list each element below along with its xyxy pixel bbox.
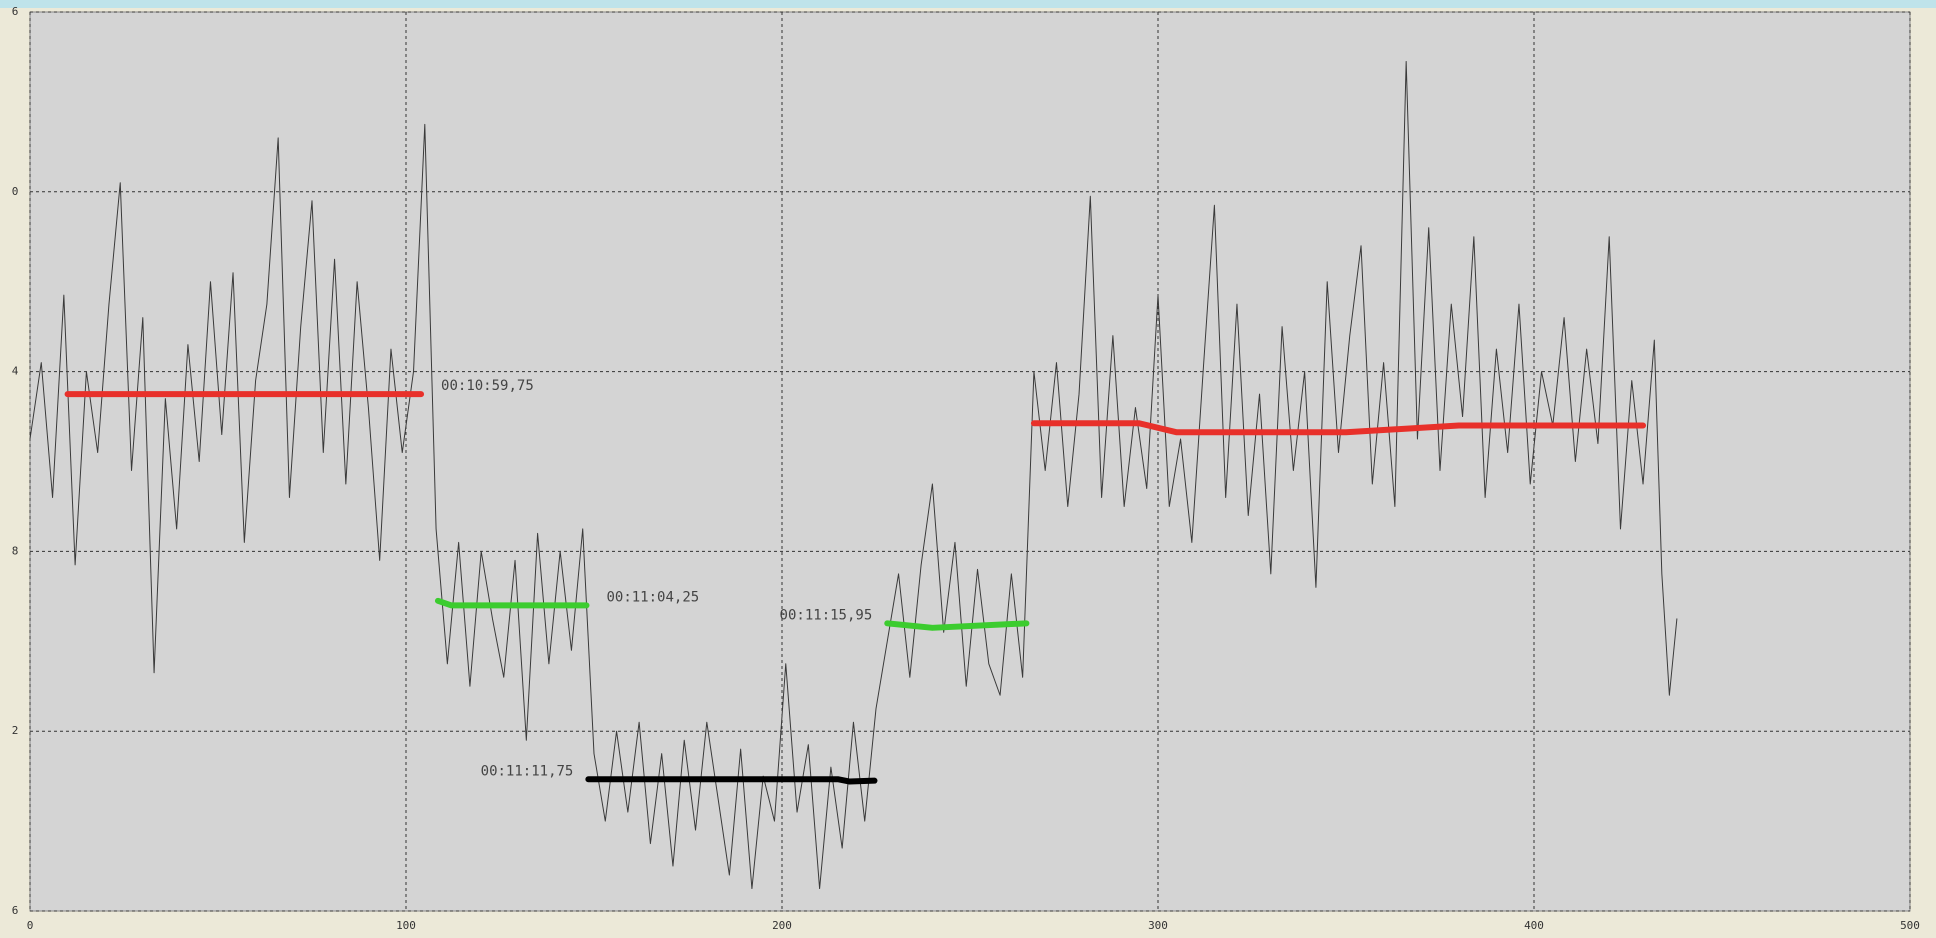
top-strip bbox=[0, 0, 1936, 8]
annotation: 00:10:59,75 bbox=[441, 378, 534, 394]
segment-line bbox=[585, 776, 878, 785]
signal-line bbox=[29, 60, 1678, 890]
annotation: 00:11:11,75 bbox=[481, 763, 574, 779]
segment-line bbox=[434, 597, 590, 609]
y-tick-label: 8 bbox=[12, 544, 19, 557]
y-tick-label: 6 bbox=[12, 904, 19, 917]
x-tick-label: 100 bbox=[396, 919, 416, 932]
x-tick-label: 500 bbox=[1900, 919, 1920, 932]
annotation: 00:11:15,95 bbox=[780, 607, 873, 623]
x-tick-label: 200 bbox=[772, 919, 792, 932]
y-tick-label: 2 bbox=[12, 724, 19, 737]
x-tick-label: 400 bbox=[1524, 919, 1544, 932]
annotation: 00:11:04,25 bbox=[606, 589, 699, 605]
x-tick-label: 300 bbox=[1148, 919, 1168, 932]
segment-line bbox=[884, 620, 1030, 631]
x-tick-label: 0 bbox=[27, 919, 34, 932]
plot-area bbox=[29, 11, 1911, 912]
segment-line bbox=[1030, 420, 1647, 436]
y-tick-label: 0 bbox=[12, 185, 19, 198]
y-tick-label: 6 bbox=[12, 5, 19, 18]
y-tick-label: 4 bbox=[12, 365, 19, 378]
